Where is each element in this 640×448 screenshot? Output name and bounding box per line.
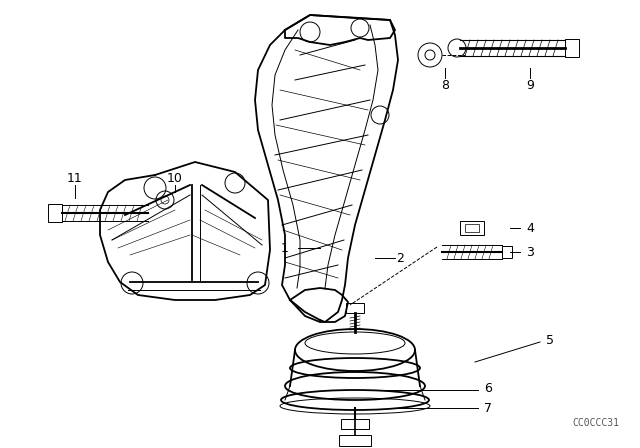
Text: 1: 1 [281, 241, 289, 254]
Text: CC0CCC31: CC0CCC31 [572, 418, 619, 428]
Text: 2: 2 [396, 251, 404, 264]
Text: 10: 10 [167, 172, 183, 185]
Text: 3: 3 [526, 246, 534, 258]
Text: 8: 8 [441, 78, 449, 91]
Text: 4: 4 [526, 221, 534, 234]
Text: 6: 6 [484, 382, 492, 395]
Text: 11: 11 [67, 172, 83, 185]
Text: 5: 5 [546, 333, 554, 346]
Text: 7: 7 [484, 401, 492, 414]
Text: 9: 9 [526, 78, 534, 91]
